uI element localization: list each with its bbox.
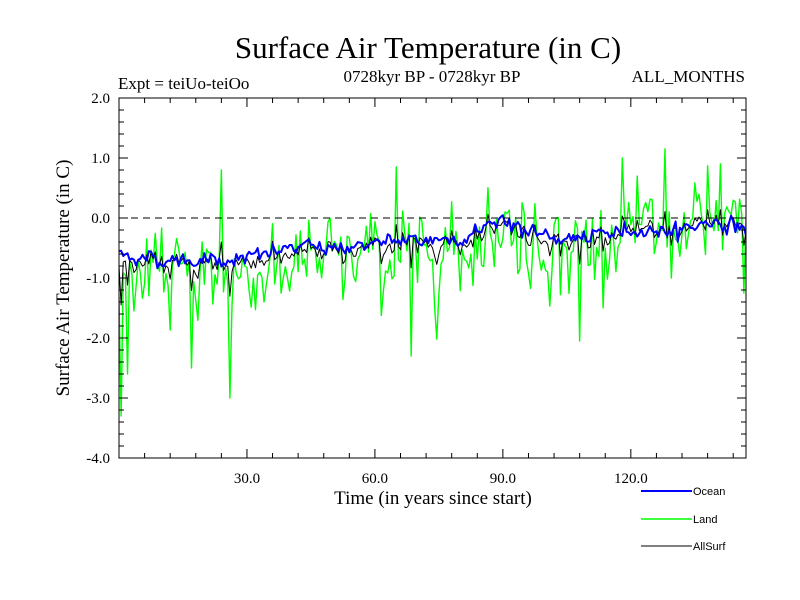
x-axis-label: Time (in years since start)	[334, 488, 532, 509]
legend-label-ocean: Ocean	[693, 486, 725, 498]
x-tick-label: 30.0	[234, 471, 260, 487]
chart-title: Surface Air Temperature (in C)	[235, 30, 621, 65]
series-line-allsurf	[119, 209, 746, 306]
y-axis-label: Surface Air Temperature (in C)	[53, 160, 74, 397]
series-line-land	[119, 148, 746, 417]
y-tick-label: -4.0	[86, 451, 110, 467]
plot-area: 30.0 60.0 90.0 120.0 2.0 1.0 0.0 -1.0 -2.0 -3.0 -4…	[86, 91, 747, 487]
x-tick-label: 120.0	[614, 471, 648, 487]
legend-item-land: Land	[641, 514, 717, 526]
legend-item-ocean: Ocean	[641, 486, 725, 498]
legend-label-allsurf: AllSurf	[693, 541, 726, 553]
plot-frame	[118, 97, 747, 459]
period-label: 0728kyr BP - 0728kyr BP	[344, 67, 521, 86]
y-tick-label: 1.0	[91, 151, 110, 167]
series-line-ocean	[119, 214, 746, 270]
y-tick-label: -2.0	[86, 331, 110, 347]
y-tick-label: -3.0	[86, 391, 110, 407]
months-label: ALL_MONTHS	[632, 67, 745, 86]
legend: Ocean Land AllSurf	[641, 486, 726, 553]
x-tick-label: 60.0	[362, 471, 388, 487]
x-tick-label: 90.0	[490, 471, 516, 487]
y-tick-label: -1.0	[86, 271, 110, 287]
legend-item-allsurf: AllSurf	[641, 541, 726, 553]
y-tick-label: 2.0	[91, 91, 110, 107]
legend-label-land: Land	[693, 514, 717, 526]
y-tick-label: 0.0	[91, 211, 110, 227]
experiment-label: Expt = teiUo-teiOo	[118, 74, 249, 93]
